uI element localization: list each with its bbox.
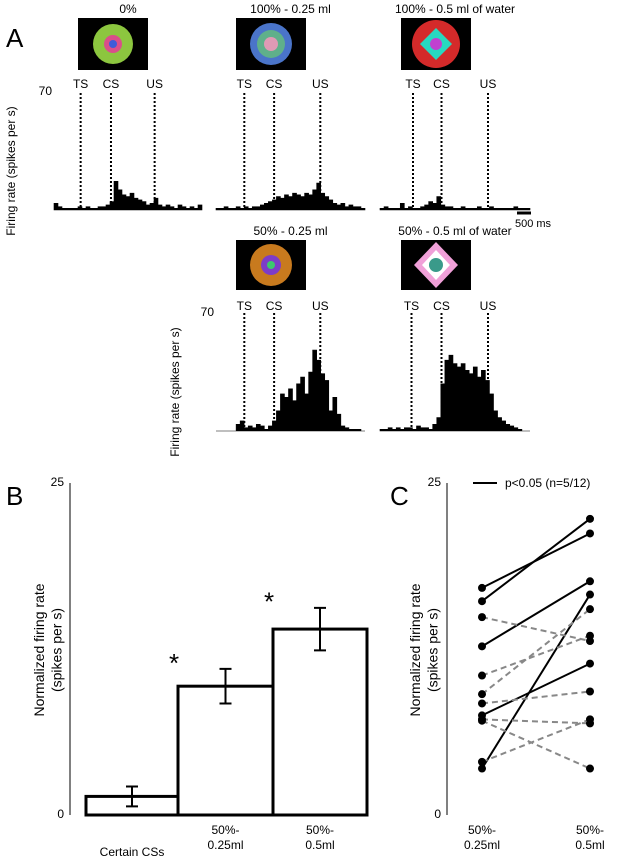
- event-label: CS: [266, 77, 283, 91]
- histogram-area: [53, 181, 203, 211]
- stimulus-icon: [401, 18, 471, 70]
- data-point: [478, 597, 486, 606]
- data-point: [586, 605, 594, 614]
- paired-line: [481, 608, 591, 695]
- x-tick-label: 50%-0.5ml: [575, 823, 604, 852]
- bar: [271, 627, 369, 817]
- y-axis-label: Normalized firing rate (spikes per s): [407, 583, 441, 716]
- event-label: CS: [433, 299, 450, 313]
- stimulus-icon: [236, 18, 306, 70]
- x-tick-label: 50%-0.25ml: [464, 823, 500, 852]
- paired-line: [481, 532, 591, 589]
- histogram-area: [215, 182, 366, 211]
- panel-label: A: [6, 23, 24, 53]
- event-label: TS: [404, 299, 419, 313]
- histogram-area: [216, 349, 365, 432]
- y-axis-label: Firing rate (spikes per s): [168, 327, 182, 456]
- x-tick-label: 50%-0.25ml: [207, 823, 243, 852]
- x-tick-label: Certain CSs: [100, 845, 165, 859]
- scale-bar-label: 500 ms: [515, 218, 552, 230]
- event-label: CS: [433, 77, 450, 91]
- y-tick-label: 70: [39, 84, 53, 98]
- y-tick-label: 0: [434, 807, 441, 821]
- event-label: US: [312, 299, 329, 313]
- event-label: TS: [405, 77, 420, 91]
- paired-line: [481, 719, 591, 770]
- data-point: [586, 529, 594, 538]
- x-tick-label: 50%-0.5ml: [305, 823, 334, 852]
- error-bar: [126, 785, 138, 808]
- data-point: [478, 715, 486, 724]
- histogram-area: [379, 196, 531, 211]
- data-point: [478, 642, 486, 651]
- event-label: TS: [73, 77, 88, 91]
- data-point: [478, 613, 486, 622]
- data-point: [586, 631, 594, 640]
- event-label: US: [312, 77, 329, 91]
- data-point: [478, 764, 486, 773]
- y-tick-label: 25: [51, 475, 65, 489]
- data-point: [478, 583, 486, 592]
- chart-title: 0%: [119, 2, 137, 16]
- chart-title: 100% - 0.5 ml of water: [395, 2, 515, 16]
- y-tick-label: 70: [201, 305, 215, 319]
- event-label: CS: [266, 299, 283, 313]
- data-point: [586, 590, 594, 599]
- data-point: [586, 659, 594, 668]
- panel-label: C: [390, 481, 409, 511]
- error-bar: [314, 606, 326, 652]
- bar: [176, 684, 275, 817]
- chart-title: 50% - 0.25 ml: [253, 224, 327, 238]
- paired-line: [481, 662, 591, 717]
- data-point: [586, 577, 594, 586]
- chart-title: 50% - 0.5 ml of water: [398, 224, 511, 238]
- stimulus-icon: [401, 240, 471, 290]
- data-point: [478, 690, 486, 699]
- stimulus-icon: [78, 18, 148, 70]
- event-label: TS: [237, 299, 252, 313]
- y-tick-label: 25: [428, 475, 442, 489]
- paired-line: [481, 580, 591, 648]
- y-tick-label: 0: [57, 807, 64, 821]
- data-point: [586, 764, 594, 773]
- data-point: [586, 514, 594, 523]
- paired-line: [481, 616, 591, 643]
- paired-line: [481, 634, 591, 677]
- paired-line: [481, 718, 591, 725]
- chart-title: 100% - 0.25 ml: [250, 2, 331, 16]
- event-label: CS: [103, 77, 120, 91]
- significance-star: *: [169, 648, 179, 678]
- event-label: US: [480, 299, 497, 313]
- stimulus-icon: [236, 240, 306, 290]
- event-label: US: [146, 77, 163, 91]
- paired-line: [481, 690, 591, 705]
- data-point: [586, 687, 594, 696]
- event-label: US: [480, 77, 497, 91]
- data-point: [478, 757, 486, 766]
- significance-star: *: [264, 587, 274, 617]
- histogram-area: [379, 354, 530, 432]
- error-bar: [219, 667, 232, 705]
- panel-label: B: [6, 481, 23, 511]
- y-axis-label: Normalized firing rate (spikes per s): [31, 583, 65, 716]
- data-point: [586, 715, 594, 724]
- data-point: [478, 699, 486, 708]
- data-point: [478, 671, 486, 680]
- legend-label: p<0.05 (n=5/12): [505, 476, 590, 490]
- event-label: TS: [237, 77, 252, 91]
- y-axis-label: Firing rate (spikes per s): [4, 106, 18, 235]
